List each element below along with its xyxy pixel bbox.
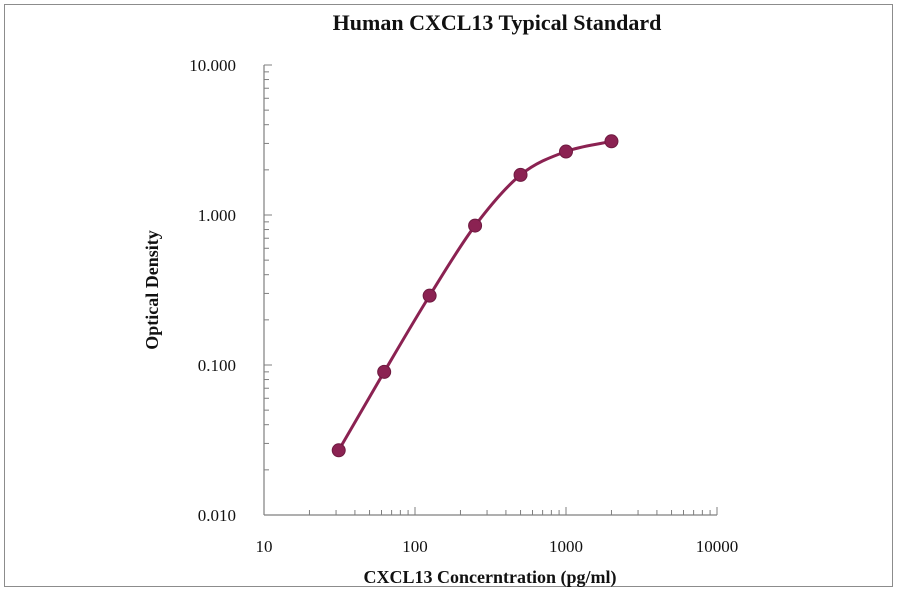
y-tick-label: 10.000: [189, 56, 236, 75]
series-layer: [331, 134, 619, 458]
chart-title: Human CXCL13 Typical Standard: [333, 10, 662, 35]
data-point: [422, 288, 437, 303]
x-tick-label: 100: [402, 537, 428, 556]
y-tick-labels: 10.000 1.000 0.100 0.010: [189, 56, 236, 525]
x-tick-label: 10000: [696, 537, 739, 556]
y-tick-label: 0.010: [198, 506, 236, 525]
x-axis-label: CXCL13 Concerntration (pg/ml): [364, 567, 617, 588]
axes: [263, 64, 718, 516]
y-tick-label: 0.100: [198, 356, 236, 375]
standard-curve-line: [337, 139, 612, 452]
chart-frame: [4, 4, 893, 587]
data-point: [468, 218, 483, 233]
data-point: [377, 364, 392, 379]
y-tick-label: 1.000: [198, 206, 236, 225]
x-tick-label: 10: [256, 537, 273, 556]
x-tick-label: 1000: [549, 537, 583, 556]
data-point: [513, 167, 528, 182]
data-point: [604, 134, 619, 149]
y-axis-label: Optical Density: [142, 230, 162, 350]
data-point: [331, 443, 346, 458]
data-point: [559, 144, 573, 159]
x-tick-labels: 10 100 1000 10000: [256, 537, 739, 556]
